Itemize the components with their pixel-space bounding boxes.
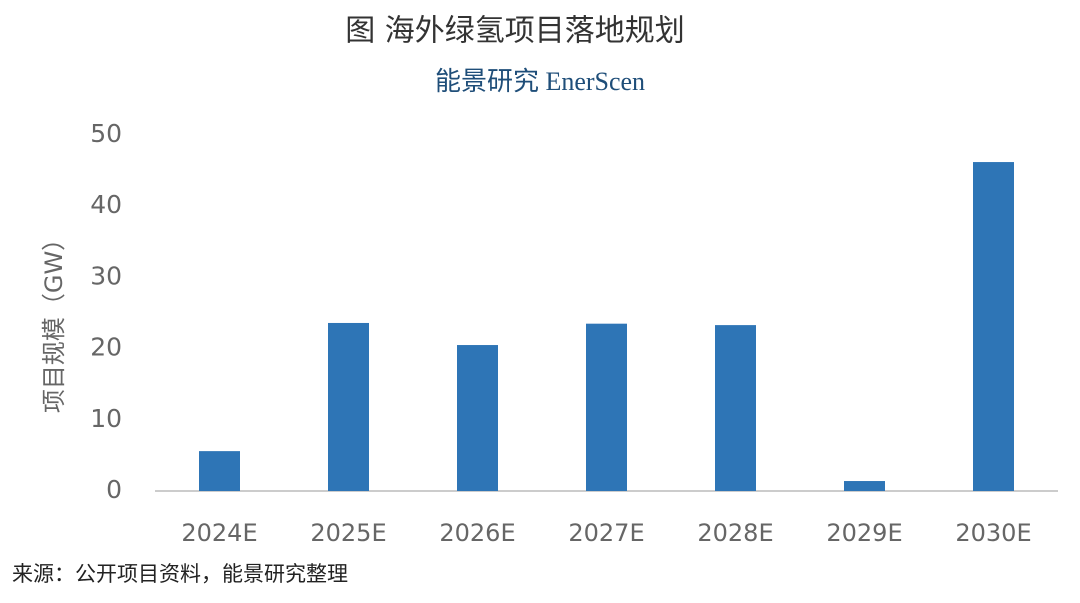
x-tick-label: 2026E [439, 519, 515, 547]
y-tick-label: 20 [90, 333, 122, 362]
y-tick-label: 10 [90, 404, 122, 433]
bar [844, 481, 885, 491]
y-axis-label: 项目规模（GW） [40, 227, 68, 413]
chart-subtitle: 能景研究 EnerScen [435, 67, 645, 96]
source-note: 来源：公开项目资料，能景研究整理 [12, 562, 348, 586]
bar [457, 345, 498, 491]
x-tick-label: 2025E [310, 519, 386, 547]
y-tick-label: 40 [90, 190, 122, 219]
y-tick-label: 50 [90, 119, 122, 148]
bar [586, 323, 627, 491]
chart-title: 图 海外绿氢项目落地规划 [345, 14, 685, 49]
x-tick-label: 2028E [697, 519, 773, 547]
bar [328, 322, 369, 491]
bar [715, 325, 756, 491]
x-tick-label: 2029E [826, 519, 902, 547]
x-tick-label: 2030E [955, 519, 1031, 547]
x-tick-label: 2027E [568, 519, 644, 547]
bar [973, 162, 1014, 491]
y-tick-label: 30 [90, 261, 122, 290]
x-tick-label: 2024E [181, 519, 257, 547]
bar [199, 451, 240, 491]
y-tick-label: 0 [106, 475, 122, 504]
